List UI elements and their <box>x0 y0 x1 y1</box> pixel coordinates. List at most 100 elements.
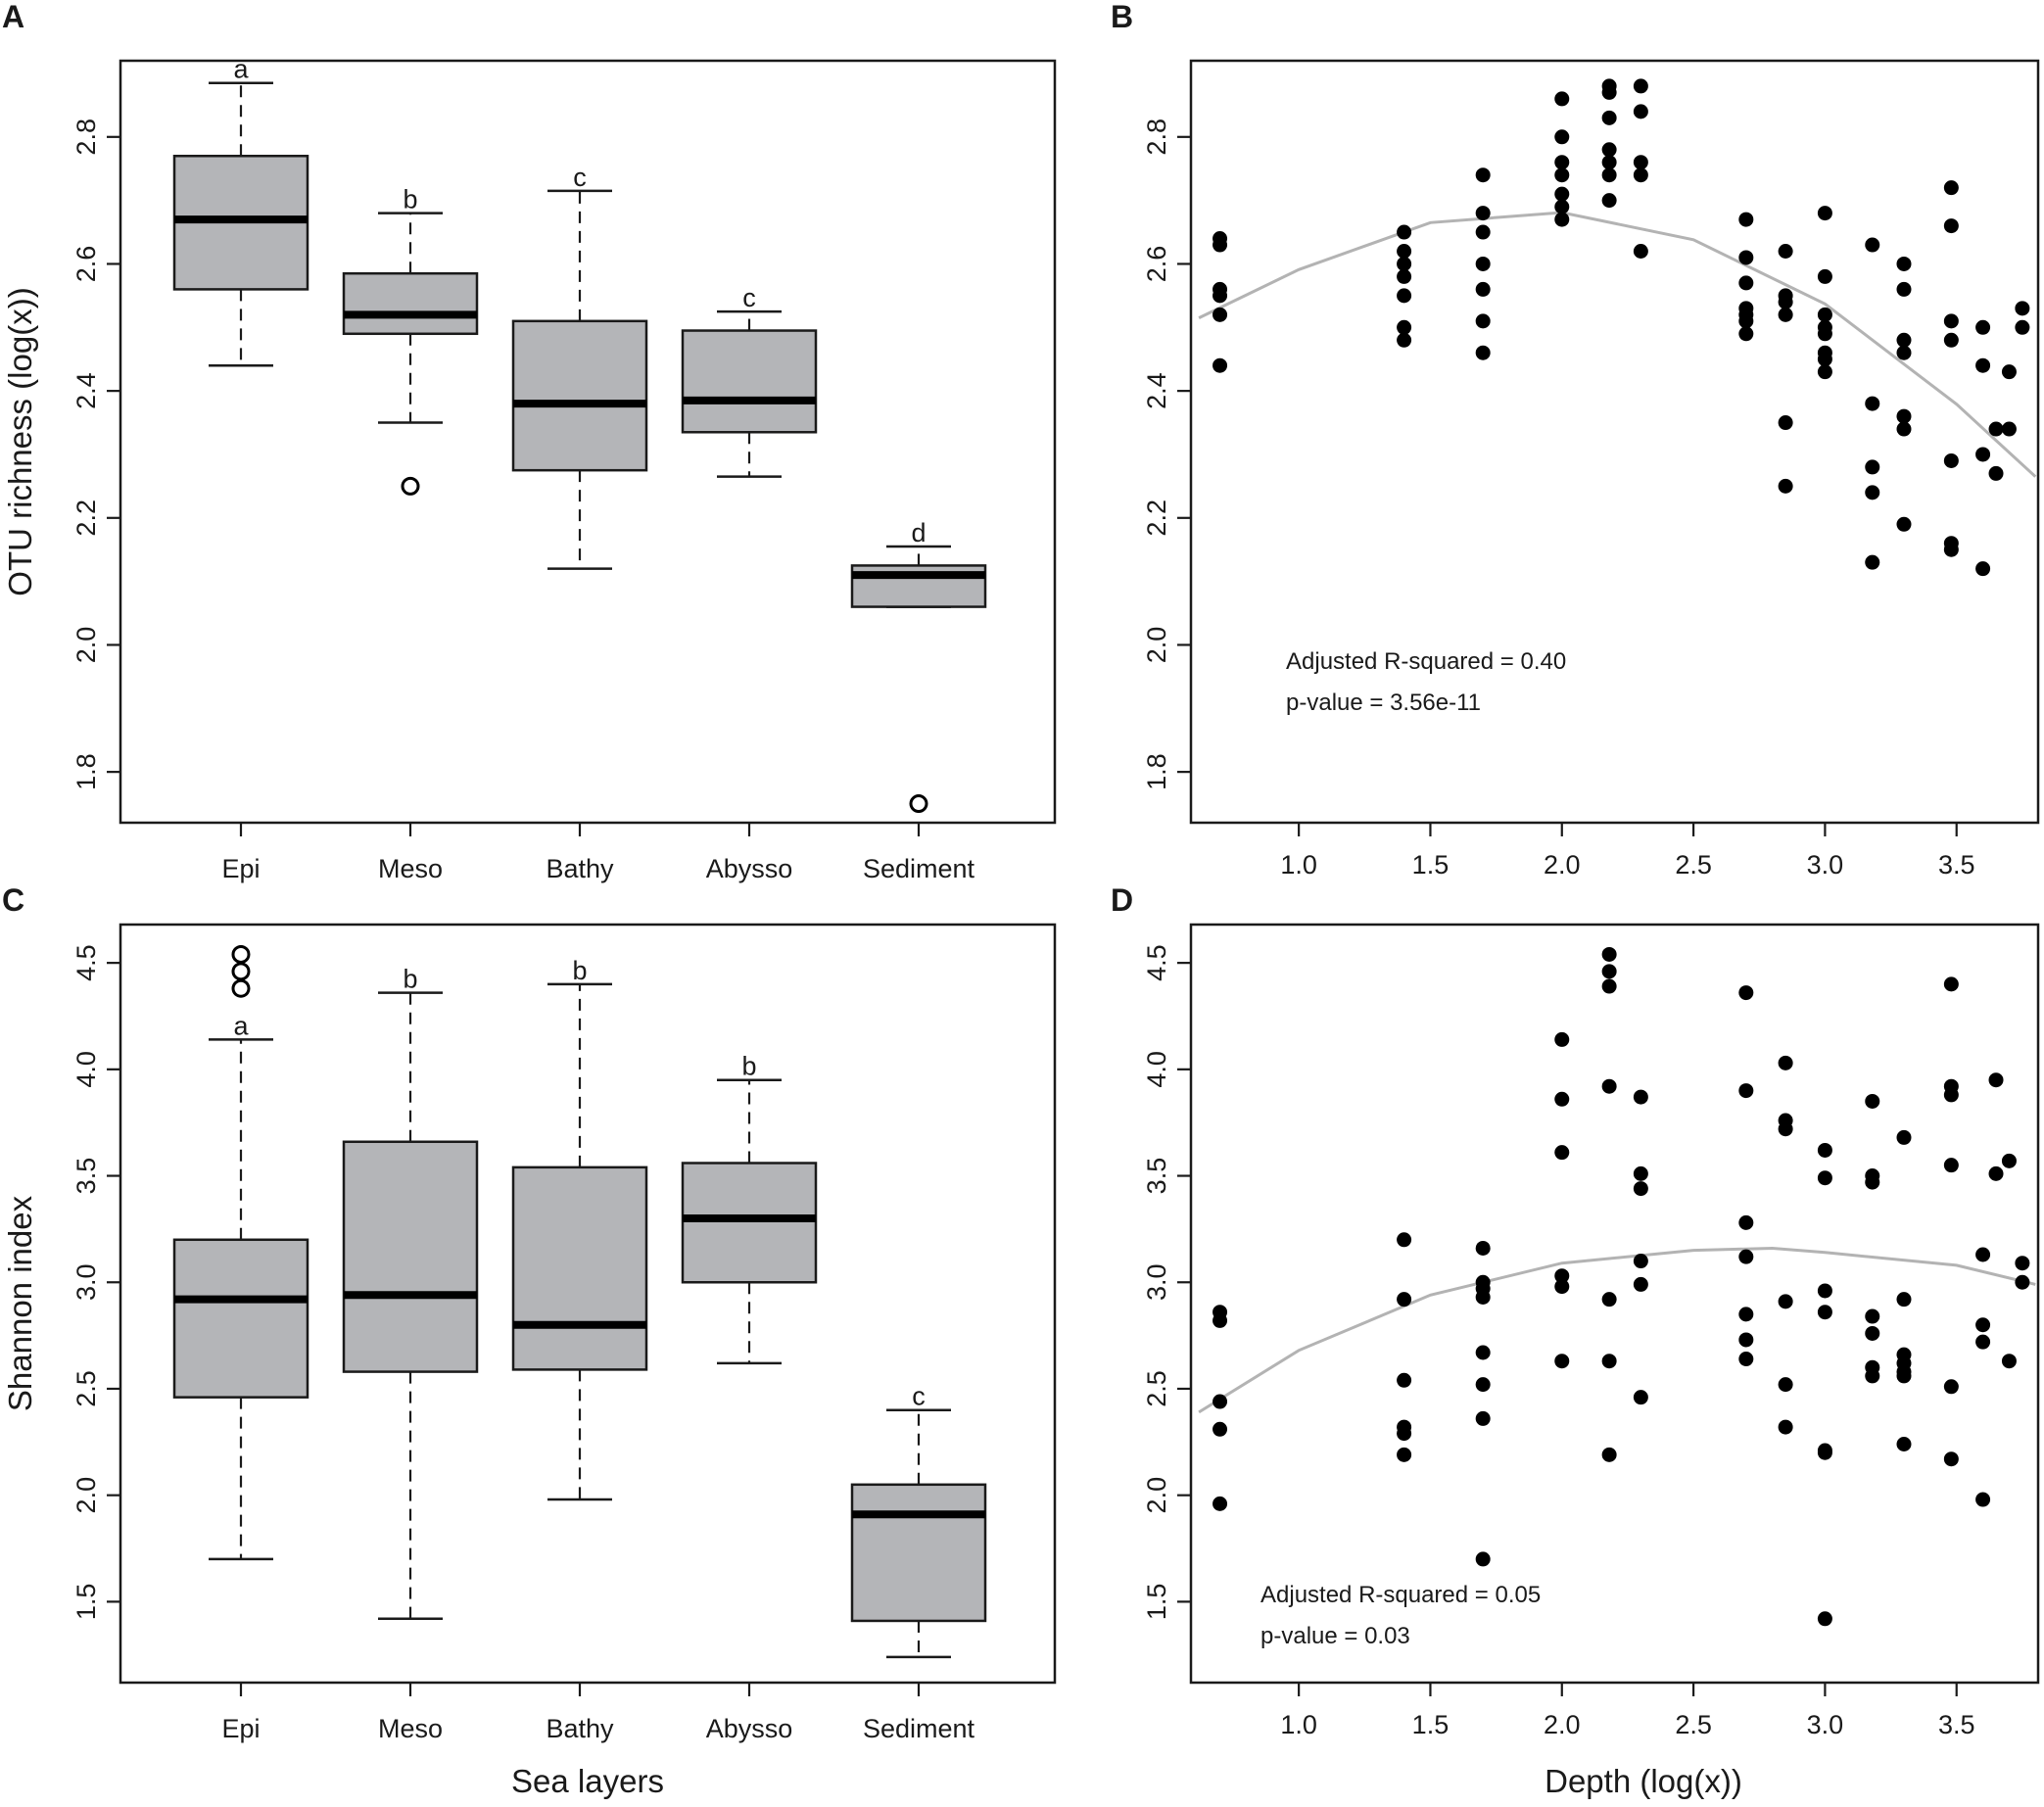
panel-b-data-point <box>1554 167 1570 183</box>
panel-b-x-tick-label: 3.5 <box>1938 850 1975 880</box>
panel-b-data-point <box>1817 268 1832 284</box>
panel-d-data-point <box>1778 1055 1793 1070</box>
panel-b-data-point <box>1988 421 2004 437</box>
panel-b-data-point <box>1865 485 1880 500</box>
panel-b-data-point <box>1601 110 1617 125</box>
panel-d-data-point <box>1601 1447 1617 1462</box>
panel-b-y-tick-label: 2.4 <box>1142 372 1171 409</box>
panel-c-y-axis-title: Shannon index <box>2 1195 38 1411</box>
panel-b-data-point <box>1896 421 1912 437</box>
panel-d-data-point <box>1865 1174 1880 1190</box>
panel-d-x-tick-label: 2.0 <box>1544 1710 1581 1739</box>
panel-d-data-point <box>1554 1268 1570 1284</box>
panel-d-data-point <box>1475 1377 1491 1393</box>
panel-b-data-point <box>1601 167 1617 183</box>
panel-b-data-point <box>1943 313 1959 329</box>
panel-d-data-point <box>1738 1249 1754 1264</box>
panel-c-box-sediment <box>850 1483 987 1623</box>
panel-d-data-point <box>1554 1354 1570 1369</box>
panel-b-data-point <box>1397 244 1412 259</box>
panel-a-letter-epi: a <box>233 55 249 84</box>
panel-c-box-epi <box>172 1238 309 1399</box>
panel-b-data-point <box>1896 281 1912 297</box>
panel-d-data-point <box>1212 1394 1228 1409</box>
panel-b-x-tick-label: 2.0 <box>1544 850 1581 880</box>
panel-c-y-tick-label: 4.5 <box>71 944 101 981</box>
panel-d-data-point <box>1778 1419 1793 1435</box>
panel-a-letter-sediment: d <box>911 518 926 547</box>
panel-d-data-point <box>1988 1165 2004 1181</box>
panel-d-y-tick-label: 4.0 <box>1142 1051 1171 1088</box>
panel-d-data-point <box>2015 1274 2030 1290</box>
panel-d-data-point <box>1475 1289 1491 1305</box>
panel-b-data-point <box>1943 332 1959 348</box>
panel-b-data-point <box>1896 332 1912 348</box>
panel-b-data-point <box>1896 256 1912 271</box>
panel-b-data-point <box>1475 256 1491 271</box>
panel-b-data-point <box>1475 167 1491 183</box>
panel-b-data-point <box>1817 352 1832 367</box>
panel-d-data-point <box>1865 1368 1880 1384</box>
panel-b-annotation-r-squared: Adjusted R-squared = 0.40 <box>1286 648 1566 675</box>
panel-b-data-point <box>1601 193 1617 209</box>
panel-d-data-point <box>1943 1158 1959 1173</box>
panel-d-data-point <box>1475 1345 1491 1360</box>
panel-d-data-point <box>1633 1276 1648 1292</box>
panel-b-data-point <box>1975 561 1991 577</box>
panel-b-data-point <box>1633 104 1648 119</box>
panel-c-y-tick-label: 3.5 <box>71 1158 101 1195</box>
panel-a-y-tick-label: 2.0 <box>71 627 101 664</box>
panel-b-data-point <box>1865 459 1880 475</box>
panel-d-annotation-r-squared: Adjusted R-squared = 0.05 <box>1260 1582 1541 1608</box>
panel-d-data-point <box>1738 1083 1754 1099</box>
panel-d-data-point <box>1778 1377 1793 1393</box>
panel-b-data-point <box>1212 237 1228 253</box>
panel-c-box-bathy <box>511 1165 648 1371</box>
panel-a-outlier-meso <box>401 476 420 496</box>
panel-d-data-point <box>1554 1091 1570 1107</box>
panel-b-data-point <box>1633 244 1648 259</box>
panel-a-category-label-abysso: Abysso <box>706 854 793 883</box>
panel-c-letter-sediment: c <box>912 1382 926 1411</box>
panel-a-category-label-epi: Epi <box>221 854 260 883</box>
panel-b-data-point <box>1738 275 1754 291</box>
panel-d-data-point <box>1554 1145 1570 1161</box>
panel-d-data-point <box>1601 964 1617 979</box>
panel-d-data-point <box>1397 1292 1412 1308</box>
panel-b-data-point <box>1212 307 1228 322</box>
panel-d-data-point <box>1475 1551 1491 1567</box>
panel-b-data-point <box>2001 364 2017 380</box>
panel-d-data-point <box>1475 1240 1491 1256</box>
panel-a-letter-bathy: c <box>573 163 587 192</box>
panel-d-data-point <box>1633 1089 1648 1105</box>
panel-b-data-point <box>1817 326 1832 342</box>
panel-a-outlier-sediment <box>909 794 928 814</box>
panel-d-data-point <box>1865 1325 1880 1341</box>
panel-b-data-point <box>1865 237 1880 253</box>
panel-d-data-point <box>1778 1294 1793 1309</box>
panel-b-data-point <box>1778 244 1793 259</box>
panel-d-data-point <box>1817 1611 1832 1627</box>
panel-c-y-tick-label: 4.0 <box>71 1051 101 1088</box>
panel-b-y-tick-label: 2.6 <box>1142 246 1171 283</box>
panel-b-data-point <box>1475 313 1491 329</box>
panel-d-data-point <box>1943 976 1959 992</box>
panel-a-y-tick-label: 2.6 <box>71 246 101 283</box>
panel-c-outlier-epi <box>231 962 251 981</box>
panel-d-data-point <box>1943 1451 1959 1467</box>
panel-c-y-tick-label: 2.5 <box>71 1370 101 1407</box>
panel-d-x-axis-title: Depth (log(x)) <box>1545 1763 1742 1799</box>
panel-b-regression-curve <box>1198 211 2037 478</box>
panel-d-data-point <box>1738 1307 1754 1322</box>
panel-b-annotation-p-value: p-value = 3.56e-11 <box>1286 690 1481 716</box>
panel-b-data-point <box>1397 319 1412 335</box>
panel-a-letter-abysso: c <box>742 283 756 312</box>
panel-b-data-point <box>1554 212 1570 227</box>
panel-d-data-point <box>1633 1181 1648 1197</box>
panel-d-regression-curve <box>1198 1246 2036 1414</box>
panel-c-y-tick-label: 1.5 <box>71 1584 101 1621</box>
panel-d-y-tick-label: 3.0 <box>1142 1263 1171 1301</box>
panel-a-frame <box>119 59 1057 825</box>
panel-d-data-point <box>1601 1078 1617 1094</box>
panel-d-data-point <box>1896 1436 1912 1451</box>
